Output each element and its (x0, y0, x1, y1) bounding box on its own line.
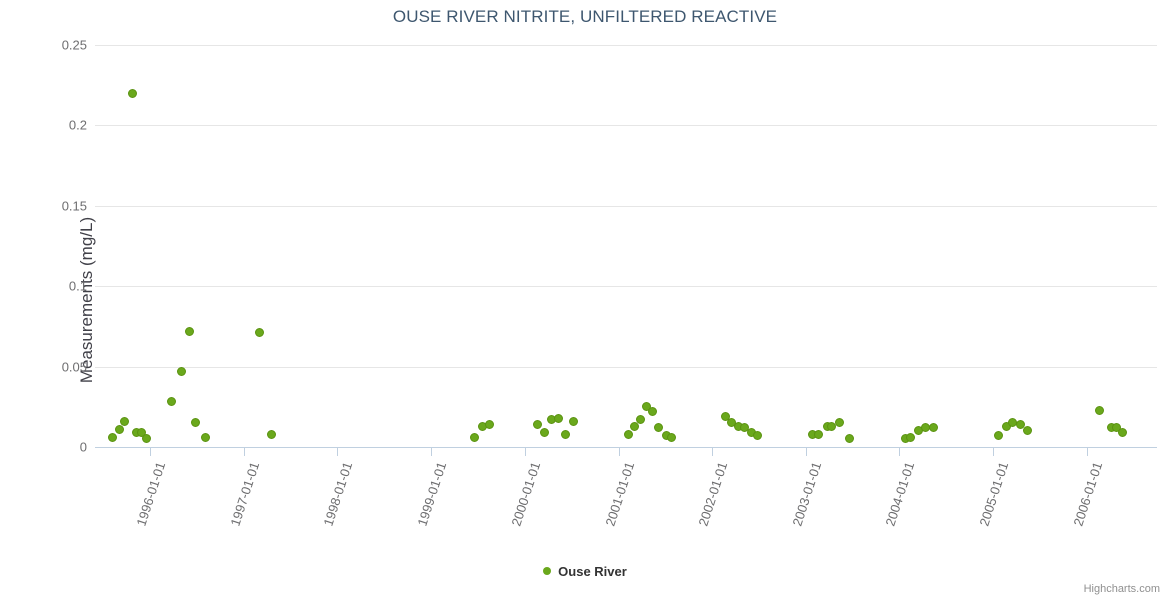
x-tick-label: 2000-01-01 (508, 460, 543, 528)
data-point[interactable] (108, 432, 118, 442)
y-tick-label: 0.2 (68, 117, 87, 133)
data-point[interactable] (630, 421, 640, 431)
data-point[interactable] (267, 429, 277, 439)
x-tick-label: 1999-01-01 (414, 460, 450, 528)
y-tick-label: 0.15 (61, 198, 87, 214)
x-axis-line (95, 447, 1157, 448)
y-gridline (95, 286, 1157, 288)
data-point[interactable] (906, 432, 916, 442)
data-point[interactable] (834, 418, 844, 428)
data-point[interactable] (255, 328, 265, 338)
data-point[interactable] (142, 434, 152, 444)
data-point[interactable] (653, 423, 663, 433)
data-point[interactable] (553, 413, 563, 423)
data-point[interactable] (166, 397, 176, 407)
legend-marker-icon (543, 566, 552, 575)
x-tick-label: 2004-01-01 (882, 460, 918, 528)
data-point[interactable] (624, 429, 634, 439)
data-point[interactable] (470, 432, 480, 442)
x-tick-mark (805, 447, 807, 456)
x-tick-label: 1998-01-01 (320, 460, 356, 528)
y-tick-label: 0 (79, 439, 87, 455)
y-gridline (95, 125, 1157, 127)
data-point[interactable] (569, 416, 579, 426)
data-point[interactable] (648, 407, 658, 417)
data-point[interactable] (533, 419, 542, 429)
x-tick-mark (524, 447, 526, 456)
data-point[interactable] (1023, 426, 1033, 436)
data-point[interactable] (740, 423, 750, 433)
x-tick-mark (618, 447, 620, 456)
data-point[interactable] (636, 415, 646, 425)
chart-legend[interactable]: Ouse River (0, 563, 1170, 579)
data-point[interactable] (642, 402, 652, 412)
y-tick-label: 0.25 (61, 37, 87, 53)
data-point[interactable] (120, 416, 130, 426)
x-tick-label: 1996-01-01 (133, 460, 169, 528)
data-point[interactable] (201, 432, 211, 442)
data-point[interactable] (752, 431, 762, 441)
x-tick-mark (149, 447, 151, 456)
x-tick-label: 2003-01-01 (789, 460, 825, 528)
data-point[interactable] (928, 423, 938, 433)
data-point[interactable] (127, 88, 137, 98)
data-point[interactable] (115, 424, 125, 434)
y-gridline (95, 205, 1157, 207)
y-gridline (95, 366, 1157, 368)
data-point[interactable] (1111, 423, 1121, 433)
data-point[interactable] (814, 429, 824, 439)
x-tick-mark (337, 447, 339, 456)
data-point[interactable] (844, 434, 854, 444)
x-tick-mark (712, 447, 714, 456)
x-tick-mark (899, 447, 901, 456)
legend-item-label[interactable]: Ouse River (558, 564, 627, 580)
data-point[interactable] (484, 419, 494, 429)
credits-link[interactable]: Highcharts.com (1083, 583, 1160, 595)
data-point[interactable] (1095, 405, 1105, 415)
x-tick-mark (431, 447, 433, 456)
y-axis-tick-labels: 0 0.05 0.1 0.15 0.2 0.25 (15, 0, 87, 600)
x-tick-mark (1086, 447, 1088, 456)
x-tick-label: 2002-01-01 (695, 460, 731, 528)
data-point[interactable] (1118, 428, 1128, 438)
data-point[interactable] (827, 421, 837, 431)
x-tick-mark (243, 447, 245, 456)
data-point[interactable] (185, 326, 195, 336)
x-tick-label: 2001-01-01 (601, 460, 637, 528)
y-tick-label: 0.05 (61, 359, 87, 375)
x-tick-mark (993, 447, 995, 456)
data-point[interactable] (136, 428, 146, 438)
data-point[interactable] (177, 366, 187, 376)
data-point[interactable] (666, 432, 676, 442)
y-gridline (95, 45, 1157, 46)
data-point[interactable] (1015, 419, 1025, 429)
data-point[interactable] (191, 418, 201, 428)
data-point[interactable] (720, 411, 730, 421)
data-point[interactable] (993, 431, 1003, 441)
data-point[interactable] (561, 429, 571, 439)
x-tick-label: 2006-01-01 (1070, 460, 1106, 528)
x-tick-label: 1997-01-01 (227, 460, 263, 528)
chart-title: OUSE RIVER NITRITE, UNFILTERED REACTIVE (392, 7, 778, 26)
x-tick-label: 2005-01-01 (976, 460, 1012, 528)
y-tick-label: 0.1 (68, 278, 87, 294)
plot-area (95, 45, 1157, 447)
data-point[interactable] (540, 428, 550, 438)
